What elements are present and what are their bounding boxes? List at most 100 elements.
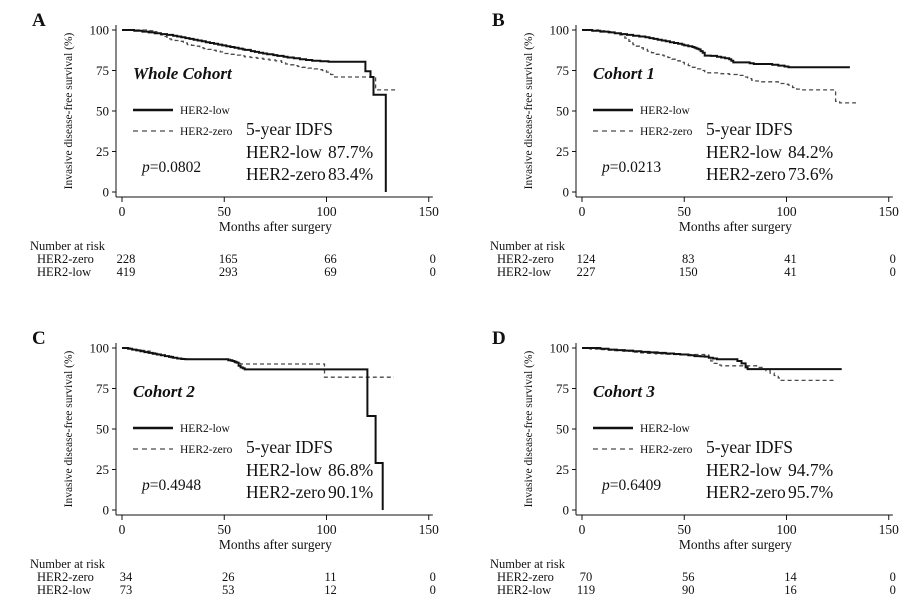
risk-count: 119	[577, 583, 595, 597]
y-axis-title: Invasive disease-free survival (%)	[523, 350, 535, 507]
idfs-series-name: HER2-zero	[706, 482, 786, 502]
legend-her2-zero-label: HER2-zero	[180, 126, 233, 138]
x-tick-label: 0	[579, 204, 586, 219]
risk-row-name: HER2-low	[497, 583, 551, 597]
x-tick-label: 100	[316, 522, 337, 537]
legend-her2-low-label: HER2-low	[640, 423, 691, 435]
legend-her2-zero-label: HER2-zero	[640, 444, 693, 456]
risk-table-header: Number at risk	[30, 239, 106, 253]
risk-table-header: Number at risk	[30, 557, 106, 571]
risk-row-name: HER2-low	[497, 265, 551, 279]
survival-curve-her2-zero	[582, 29, 856, 104]
y-tick-label: 50	[96, 422, 109, 437]
idfs-series-value: 90.1%	[328, 482, 373, 502]
x-axis-title: Months after surgery	[679, 219, 792, 234]
risk-count: 14	[784, 570, 797, 584]
idfs-heading: 5-year IDFS	[246, 119, 333, 139]
survival-curve-her2-low	[582, 347, 842, 371]
legend-her2-zero-label: HER2-zero	[180, 444, 233, 456]
p-value: p=0.6409	[601, 477, 661, 494]
p-value: p=0.0213	[601, 159, 661, 176]
y-tick-label: 25	[96, 462, 109, 477]
p-value: p=0.0802	[141, 159, 201, 176]
risk-row-name: HER2-zero	[37, 570, 94, 584]
y-tick-label: 0	[563, 185, 570, 200]
x-tick-label: 50	[678, 522, 692, 537]
idfs-heading: 5-year IDFS	[706, 437, 793, 457]
y-tick-label: 100	[550, 341, 570, 356]
risk-table-header: Number at risk	[490, 557, 566, 571]
risk-row-name: HER2-zero	[497, 252, 554, 266]
risk-row-name: HER2-low	[37, 583, 91, 597]
survival-curve-her2-zero	[122, 29, 396, 91]
y-tick-label: 25	[556, 462, 569, 477]
panel-title: Whole Cohort	[133, 64, 233, 83]
survival-curve-her2-low	[122, 347, 384, 510]
y-tick-label: 50	[96, 104, 109, 119]
panel-c-km-chart: C 0 25 50 75 100 Invasive disease-free surviva…	[30, 328, 439, 597]
y-axis-title: Invasive disease-free survival (%)	[63, 32, 75, 189]
y-tick-label: 0	[103, 503, 110, 518]
legend-her2-low-label: HER2-low	[640, 105, 691, 117]
x-tick-label: 100	[776, 522, 797, 537]
idfs-series-name: HER2-low	[246, 460, 322, 480]
y-tick-label: 75	[556, 63, 569, 78]
risk-count: 0	[890, 583, 896, 597]
risk-count: 0	[890, 570, 896, 584]
risk-count: 0	[890, 252, 896, 266]
survival-curve-her2-zero	[582, 347, 834, 382]
y-axis-title: Invasive disease-free survival (%)	[523, 32, 535, 189]
idfs-series-value: 87.7%	[328, 142, 373, 162]
x-tick-label: 150	[419, 204, 440, 219]
risk-count: 228	[117, 252, 136, 266]
panel-a-km-chart: A 0 25 50 75 100 Invasive disease-free surviva…	[30, 10, 440, 279]
risk-count: 165	[219, 252, 238, 266]
idfs-series-name: HER2-zero	[246, 482, 326, 502]
panel-title: Cohort 2	[133, 382, 195, 401]
x-axis-title: Months after surgery	[219, 219, 332, 234]
idfs-series-value: 73.6%	[788, 164, 833, 184]
risk-count: 53	[222, 583, 235, 597]
idfs-series-value: 86.8%	[328, 460, 373, 480]
x-tick-label: 100	[316, 204, 337, 219]
risk-count: 16	[784, 583, 797, 597]
panel-title: Cohort 1	[593, 64, 655, 83]
risk-count: 66	[324, 252, 337, 266]
idfs-series-value: 83.4%	[328, 164, 373, 184]
panel-label: A	[32, 10, 46, 31]
y-tick-label: 75	[96, 63, 109, 78]
y-tick-label: 75	[556, 381, 569, 396]
panel-label: B	[492, 10, 505, 31]
risk-count: 69	[324, 265, 337, 279]
risk-count: 12	[324, 583, 337, 597]
x-tick-label: 0	[119, 522, 126, 537]
y-tick-label: 100	[550, 23, 570, 38]
risk-count: 41	[784, 265, 797, 279]
idfs-series-name: HER2-zero	[706, 164, 786, 184]
x-tick-label: 100	[776, 204, 797, 219]
idfs-series-name: HER2-low	[706, 142, 782, 162]
idfs-series-name: HER2-low	[246, 142, 322, 162]
idfs-series-value: 94.7%	[788, 460, 833, 480]
y-tick-label: 100	[90, 23, 110, 38]
risk-count: 227	[577, 265, 596, 279]
risk-count: 0	[430, 252, 436, 266]
y-axis-title: Invasive disease-free survival (%)	[63, 350, 75, 507]
survival-curve-her2-zero	[122, 347, 394, 378]
risk-count: 56	[682, 570, 695, 584]
survival-curve-her2-low	[582, 29, 850, 69]
idfs-heading: 5-year IDFS	[706, 119, 793, 139]
x-tick-label: 50	[678, 204, 692, 219]
x-tick-label: 50	[218, 522, 232, 537]
idfs-series-value: 84.2%	[788, 142, 833, 162]
risk-count: 73	[120, 583, 133, 597]
y-tick-label: 75	[96, 381, 109, 396]
risk-count: 293	[219, 265, 238, 279]
legend-her2-zero-label: HER2-zero	[640, 126, 693, 138]
risk-count: 419	[117, 265, 136, 279]
risk-row-name: HER2-zero	[497, 570, 554, 584]
y-tick-label: 25	[96, 144, 109, 159]
y-tick-label: 50	[556, 104, 569, 119]
risk-count: 0	[430, 265, 436, 279]
